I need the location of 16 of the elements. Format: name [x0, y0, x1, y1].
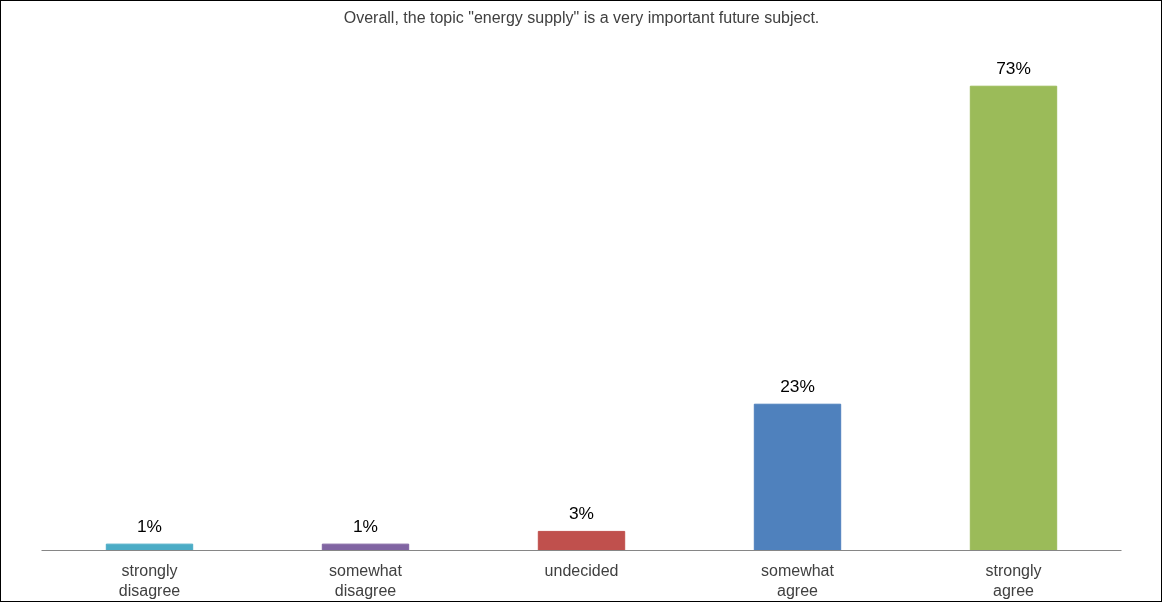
x-tick-label: somewhat disagree — [329, 561, 403, 599]
bar — [105, 543, 194, 551]
bar — [753, 403, 842, 551]
bar — [969, 85, 1058, 551]
data-label: 23% — [780, 376, 815, 397]
bar — [321, 543, 410, 551]
data-label: 73% — [996, 58, 1031, 79]
bar — [537, 530, 626, 551]
x-tick-label: strongly agree — [985, 561, 1042, 599]
chart-title: Overall, the topic "energy supply" is a very important future subject. — [343, 8, 820, 26]
x-tick-label: strongly disagree — [118, 561, 181, 599]
data-label: 1% — [352, 516, 379, 537]
data-label: 1% — [136, 516, 163, 537]
data-label: 3% — [568, 503, 595, 524]
x-tick-label: somewhat agree — [761, 561, 835, 599]
x-tick-label: undecided — [544, 561, 619, 579]
